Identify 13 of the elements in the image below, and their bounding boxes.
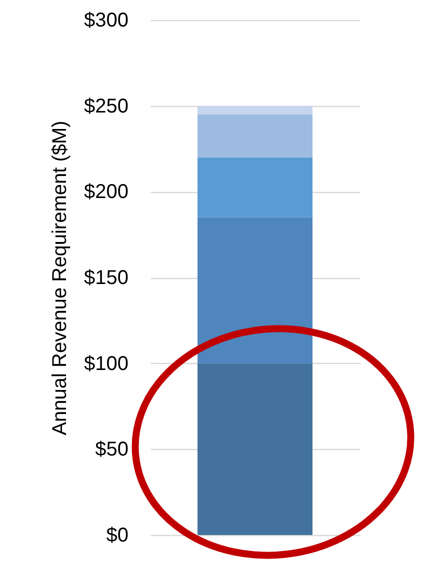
y-axis-title: Annual Revenue Requirement ($M)	[49, 120, 72, 436]
y-tick-label: $250	[84, 95, 128, 118]
bar	[198, 157, 312, 218]
y-tick-label: $50	[95, 438, 128, 461]
bar	[198, 114, 312, 158]
y-tick-label: $300	[84, 10, 128, 32]
y-tick-label: $150	[84, 267, 128, 289]
bar	[198, 106, 312, 114]
y-tick-label: $200	[84, 181, 128, 204]
bar	[198, 217, 312, 364]
bar	[198, 363, 312, 535]
y-tick-label: $0	[106, 524, 128, 546]
y-tick-label: $100	[84, 352, 128, 375]
